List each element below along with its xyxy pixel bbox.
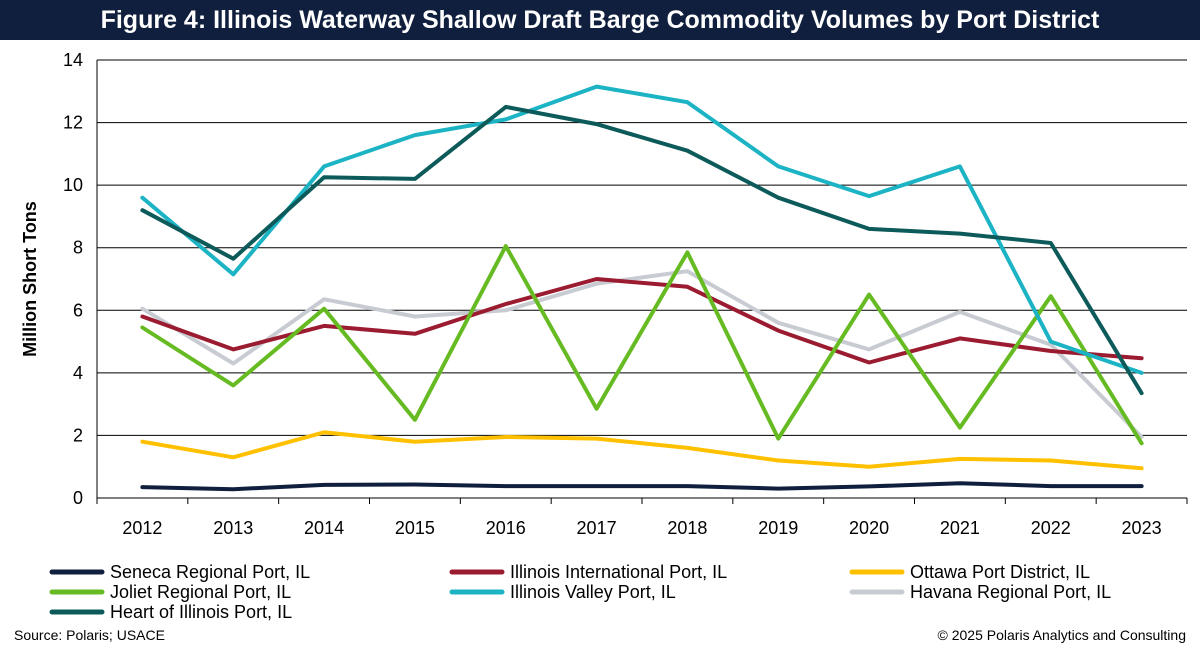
y-tick-label: 4: [73, 363, 83, 383]
series-lines: [140, 84, 1144, 492]
legend-label-joliet-regional-port-il: Joliet Regional Port, IL: [110, 582, 291, 602]
y-axis-title: Million Short Tons: [20, 201, 40, 357]
series-line-illinois-valley-port-il: [140, 84, 1144, 375]
legend: Seneca Regional Port, IL Illinois Interna…: [49, 562, 1111, 622]
series-line-illinois-international-port-il: [140, 277, 1144, 365]
x-tick-label: 2022: [1031, 518, 1071, 538]
x-tick-label: 2016: [486, 518, 526, 538]
x-tick-label: 2014: [304, 518, 344, 538]
legend-label-seneca-regional-port-il: Seneca Regional Port, IL: [110, 562, 310, 582]
y-tick-label: 14: [63, 50, 83, 70]
source-note: Source: Polaris; USACE: [14, 627, 165, 643]
series-line-heart-of-illinois-port-il: [140, 104, 1144, 396]
x-tick-label: 2013: [213, 518, 253, 538]
x-tick-label: 2019: [758, 518, 798, 538]
x-tick-label: 2018: [667, 518, 707, 538]
y-tick-label: 0: [73, 488, 83, 508]
x-tick-label: 2023: [1122, 518, 1162, 538]
series-line-havana-regional-port-il: [140, 269, 1144, 439]
x-tick-label: 2012: [122, 518, 162, 538]
y-tick-label: 12: [63, 113, 83, 133]
y-tick-label: 10: [63, 175, 83, 195]
legend-label-havana-regional-port-il: Havana Regional Port, IL: [910, 582, 1111, 602]
series-line-ottawa-port-district-il: [140, 430, 1144, 471]
y-tick-label: 6: [73, 300, 83, 320]
x-tick-label: 2017: [577, 518, 617, 538]
legend-label-illinois-international-port-il: Illinois International Port, IL: [510, 562, 727, 582]
x-tick-label: 2020: [849, 518, 889, 538]
legend-label-illinois-valley-port-il: Illinois Valley Port, IL: [510, 582, 676, 602]
legend-label-heart-of-illinois-port-il: Heart of Illinois Port, IL: [110, 602, 292, 622]
y-tick-label: 8: [73, 238, 83, 258]
series-line-seneca-regional-port-il: [140, 481, 1144, 492]
gridlines: [97, 59, 1187, 436]
copyright-note: © 2025 Polaris Analytics and Consulting: [937, 627, 1186, 643]
axes: 0 2 4 6 8 10 12 14 2012 2013 2014 2015 2016 2017 2018 2…: [20, 50, 1188, 538]
legend-label-ottawa-port-district-il: Ottawa Port District, IL: [910, 562, 1090, 582]
line-chart: 0 2 4 6 8 10 12 14 2012 2013 2014 2015 2016 2017 2018 2…: [20, 50, 1188, 622]
chart-title: Figure 4: Illinois Waterway Shallow Draf…: [0, 0, 1200, 40]
y-tick-label: 2: [73, 425, 83, 445]
x-tick-label: 2015: [395, 518, 435, 538]
x-tick-label: 2021: [940, 518, 980, 538]
series-line-joliet-regional-port-il: [140, 244, 1144, 446]
